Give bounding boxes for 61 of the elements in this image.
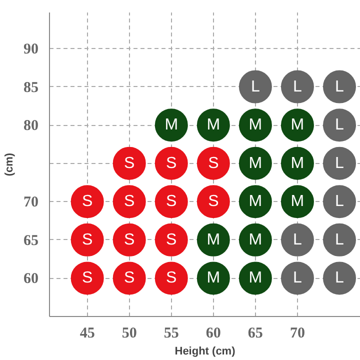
text: M [164, 116, 178, 134]
x-tick-label: 60 [206, 326, 221, 342]
y-axis-title: (cm) [4, 152, 16, 176]
text: S [124, 154, 135, 172]
point [238, 70, 272, 104]
text: S [166, 154, 177, 172]
x-axis-title: Height (cm) [174, 346, 236, 358]
text: S [166, 193, 177, 210]
point [196, 185, 230, 218]
text: L [335, 116, 344, 134]
point [322, 185, 356, 218]
text: L [335, 193, 344, 210]
text: L [335, 231, 344, 248]
text: M [248, 116, 262, 134]
text: L [293, 78, 302, 96]
text: S [208, 193, 219, 210]
text: S [82, 270, 93, 287]
text: L [335, 154, 344, 172]
y-tick-label: 70 [24, 194, 38, 211]
point [322, 262, 356, 295]
point [280, 70, 314, 104]
text: M [248, 231, 262, 248]
text: L [250, 78, 260, 96]
text: M [248, 193, 262, 210]
text: S [208, 154, 219, 172]
x-tick-label: 65 [248, 326, 263, 342]
text: L [293, 270, 302, 287]
y-tick-label: 85 [24, 80, 38, 96]
x-tick-label: 50 [122, 326, 137, 342]
y-tick-label: 90 [24, 41, 38, 58]
text: S [82, 193, 93, 210]
text: M [206, 116, 220, 134]
x-tick-label: 55 [164, 326, 179, 342]
text: M [290, 154, 304, 172]
y-tick-label: 65 [24, 232, 38, 249]
x-tick-label: 70 [290, 326, 305, 342]
text: M [206, 231, 220, 248]
point [322, 70, 356, 104]
text: M [248, 270, 262, 287]
series-label: S [166, 270, 177, 287]
point [322, 146, 356, 180]
point [322, 223, 356, 256]
x-tick-label: 45 [80, 326, 95, 342]
y-tick-label: 60 [24, 271, 38, 288]
text: L [335, 270, 344, 287]
text: S [82, 231, 93, 248]
point [322, 108, 356, 142]
y-tick-label: 80 [24, 118, 38, 134]
text: M [248, 154, 262, 172]
point [280, 223, 314, 256]
text: M [206, 270, 220, 287]
text: S [124, 193, 135, 210]
text: L [293, 231, 302, 248]
text: S [124, 231, 135, 248]
series-label: M [290, 193, 304, 210]
point [280, 262, 314, 295]
point [196, 146, 230, 180]
text: S [166, 231, 177, 248]
series-label: L [335, 78, 344, 96]
text: M [290, 116, 304, 134]
text: S [124, 270, 135, 287]
